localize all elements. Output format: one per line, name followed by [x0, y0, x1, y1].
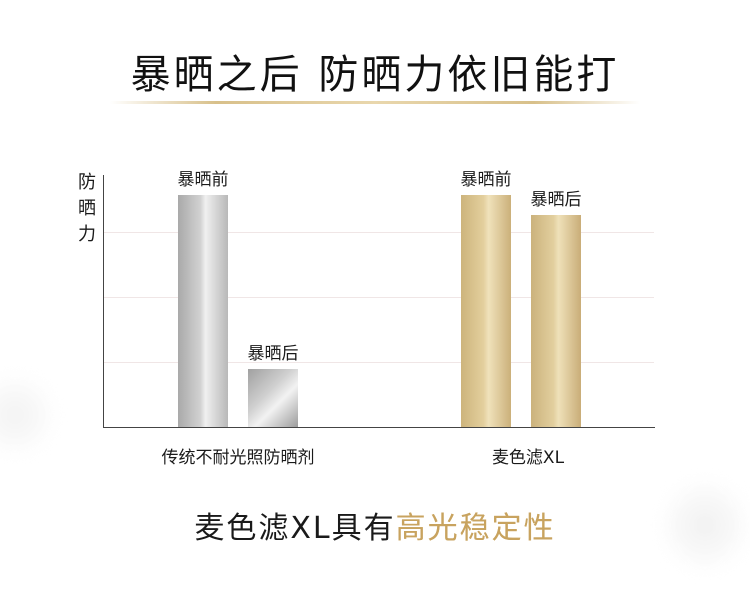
bar-label-traditional-after: 暴晒后 [247, 344, 299, 365]
footer-caption: 麦色滤XL具有高光稳定性 [0, 503, 750, 547]
category-label-traditional: 传统不耐光照防晒剂 [161, 448, 315, 468]
page-title: 暴晒之后 防晒力依旧能打 [130, 52, 620, 98]
bar-label-traditional-before: 暴晒前 [177, 170, 229, 191]
bar-xl-after [531, 215, 581, 427]
footer-highlight: 高光稳定性 [395, 511, 556, 546]
y-axis [103, 175, 104, 428]
y-axis-label: 防晒力 [78, 172, 96, 245]
bar-xl-before [461, 195, 511, 427]
title-underline [110, 101, 640, 104]
category-label-xl: 麦色滤XL [491, 448, 565, 468]
gridline [104, 297, 654, 298]
bar-label-xl-before: 暴晒前 [460, 170, 512, 191]
gridline [104, 362, 654, 363]
footer-prefix: 麦色滤XL具有 [194, 511, 396, 546]
bar-label-xl-after: 暴晒后 [530, 190, 582, 211]
background-blob-left [0, 370, 60, 460]
gridline [104, 232, 654, 233]
bar-traditional-after [248, 369, 298, 427]
x-axis [103, 427, 655, 428]
bar-traditional-before [178, 195, 228, 427]
background-blob-right [660, 470, 750, 580]
